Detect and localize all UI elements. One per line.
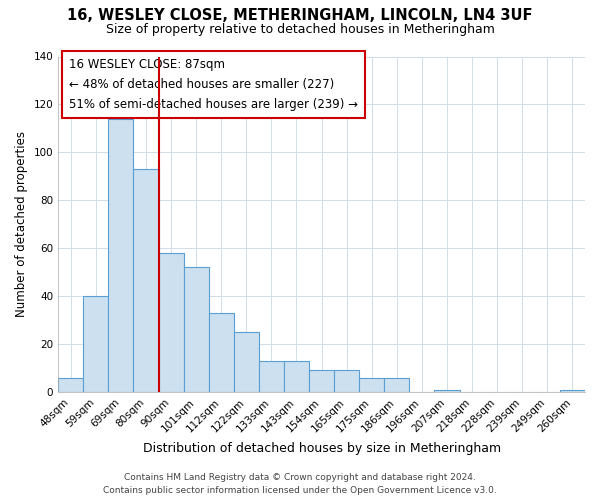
- Bar: [309, 370, 334, 392]
- Text: 16 WESLEY CLOSE: 87sqm
← 48% of detached houses are smaller (227)
51% of semi-de: 16 WESLEY CLOSE: 87sqm ← 48% of detached…: [69, 58, 358, 111]
- Text: Contains HM Land Registry data © Crown copyright and database right 2024.
Contai: Contains HM Land Registry data © Crown c…: [103, 474, 497, 495]
- Bar: [334, 370, 359, 392]
- Bar: [560, 390, 585, 392]
- Bar: [284, 361, 309, 392]
- Bar: [359, 378, 385, 392]
- Bar: [209, 313, 234, 392]
- X-axis label: Distribution of detached houses by size in Metheringham: Distribution of detached houses by size …: [143, 442, 500, 455]
- Bar: [434, 390, 460, 392]
- Bar: [158, 253, 184, 392]
- Bar: [133, 169, 158, 392]
- Text: Size of property relative to detached houses in Metheringham: Size of property relative to detached ho…: [106, 22, 494, 36]
- Bar: [58, 378, 83, 392]
- Bar: [234, 332, 259, 392]
- Bar: [184, 268, 209, 392]
- Text: 16, WESLEY CLOSE, METHERINGHAM, LINCOLN, LN4 3UF: 16, WESLEY CLOSE, METHERINGHAM, LINCOLN,…: [67, 8, 533, 22]
- Y-axis label: Number of detached properties: Number of detached properties: [15, 131, 28, 317]
- Bar: [109, 119, 133, 392]
- Bar: [385, 378, 409, 392]
- Bar: [259, 361, 284, 392]
- Bar: [83, 296, 109, 392]
